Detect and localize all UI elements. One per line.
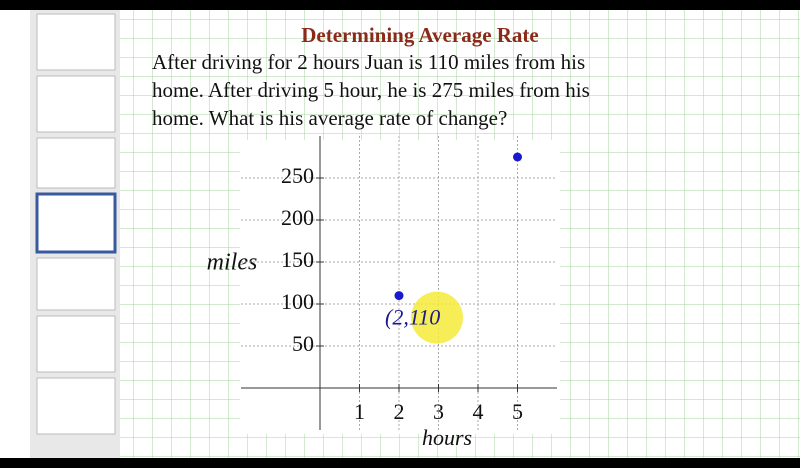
chart-title: Determining Average Rate: [301, 23, 539, 47]
thumbnail[interactable]: [36, 13, 116, 71]
problem-text: home. After driving 5 hour, he is 275 mi…: [152, 78, 590, 102]
data-point: [394, 291, 404, 301]
thumbnail[interactable]: [36, 75, 116, 133]
x-tick-label: 2: [394, 399, 405, 424]
bottom-bar: [0, 458, 800, 468]
annotation: (2,110: [385, 305, 440, 330]
data-point: [513, 152, 522, 162]
x-tick-label: 1: [354, 399, 365, 424]
thumbnail-selected[interactable]: [35, 192, 117, 254]
y-tick-label: 200: [281, 205, 314, 230]
y-axis-label: miles: [207, 250, 258, 276]
x-axis-label: hours: [422, 425, 472, 450]
y-tick-label: 100: [281, 289, 314, 314]
thumbnail[interactable]: [36, 315, 116, 373]
y-tick-label: 50: [292, 331, 314, 356]
thumbnail[interactable]: [36, 257, 116, 311]
thumbnail[interactable]: [36, 377, 116, 435]
highlight: [411, 291, 463, 344]
x-tick-label: 3: [433, 399, 444, 424]
problem-text: After driving for 2 hours Juan is 110 mi…: [152, 50, 585, 74]
x-tick-label: 4: [473, 399, 484, 424]
y-tick-label: 250: [281, 163, 314, 188]
y-tick-label: 150: [281, 247, 314, 272]
plot-area: [240, 140, 560, 434]
problem-text: home. What is his average rate of change…: [152, 106, 507, 130]
x-tick-label: 5: [512, 399, 523, 424]
thumbnail[interactable]: [36, 137, 116, 189]
